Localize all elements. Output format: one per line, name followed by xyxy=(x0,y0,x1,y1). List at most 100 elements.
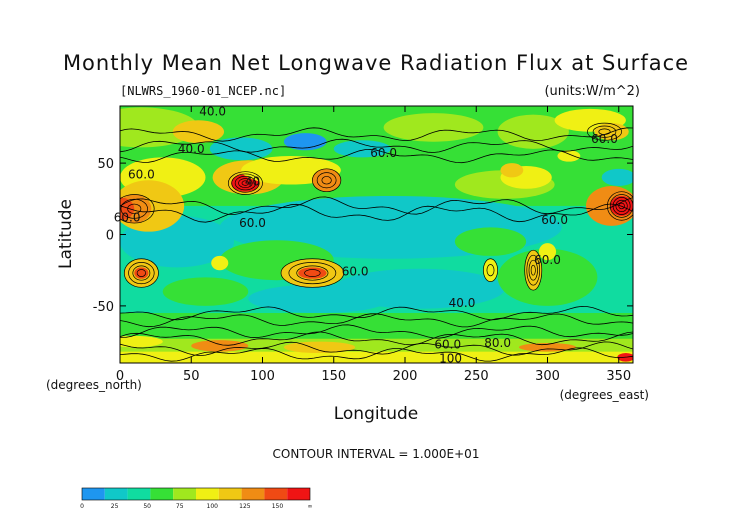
contour-label: 100 xyxy=(439,352,462,366)
contour-ring xyxy=(132,265,151,281)
field-blob xyxy=(172,120,225,144)
contour-line xyxy=(120,148,633,164)
contour-ring xyxy=(128,261,155,285)
contour-line xyxy=(120,347,633,362)
colorbar-swatch xyxy=(173,488,196,500)
chart-subtitle: [NLWRS_1960-01_NCEP.nc] xyxy=(120,84,286,98)
contour-label: 80.0 xyxy=(484,336,511,350)
field-band xyxy=(120,351,633,363)
colorbar-swatch xyxy=(287,488,310,500)
field-blob xyxy=(383,113,484,142)
x-tick-label: 150 xyxy=(321,369,346,384)
colorbar-swatch xyxy=(150,488,174,500)
contour-ring xyxy=(592,125,617,138)
field-blob xyxy=(497,248,598,306)
x-tick-label: 100 xyxy=(250,369,275,384)
contour-label: 60.0 xyxy=(434,337,461,351)
contour-ring xyxy=(127,203,142,214)
contour-label: 40.0 xyxy=(199,105,226,119)
contour-label: 60.0 xyxy=(114,210,141,224)
contour-ring xyxy=(612,197,631,215)
colorbar-label: 0 xyxy=(80,503,84,510)
contour-label: 60.0 xyxy=(370,146,397,160)
colorbar-swatch xyxy=(241,488,265,500)
contour-ring xyxy=(304,269,321,277)
x-axis-units: (degrees_east) xyxy=(560,388,649,402)
contour-label: 60.0 xyxy=(239,216,266,230)
field-blob xyxy=(298,267,327,279)
y-axis-ticks: 50 0 -50 xyxy=(93,157,633,315)
contour-ring xyxy=(288,261,337,285)
colorbar xyxy=(81,487,311,501)
field-blob xyxy=(497,114,569,149)
contour-line xyxy=(120,127,633,142)
field-blob xyxy=(209,137,273,161)
contour-ring xyxy=(598,128,611,135)
field-band xyxy=(120,313,633,339)
contour-ring xyxy=(136,269,147,277)
colorbar-label: 25 xyxy=(111,503,119,510)
contour-line xyxy=(120,313,633,328)
x-tick-label: 250 xyxy=(464,369,489,384)
contour-label: 60.0 xyxy=(342,265,369,279)
contour-line xyxy=(120,203,633,223)
field-blob xyxy=(601,168,633,186)
colorbar-swatch xyxy=(196,488,219,500)
colorbar-swatch xyxy=(82,488,105,500)
contour-label: 40 xyxy=(245,175,260,189)
y-axis-label: Latitude xyxy=(56,199,76,269)
field-blob xyxy=(312,168,341,192)
contour-ring xyxy=(234,175,257,191)
field-blob xyxy=(500,163,524,178)
colorbar-swatch xyxy=(104,488,128,500)
chart-title: Monthly Mean Net Longwave Radiation Flux… xyxy=(63,51,689,75)
y-tick-label: -50 xyxy=(93,300,114,315)
contour-ring xyxy=(238,178,253,189)
x-tick-label: 50 xyxy=(183,369,200,384)
contour-ring xyxy=(241,180,250,186)
contour-label: 60.0 xyxy=(128,168,155,182)
contour-ring xyxy=(486,264,495,277)
x-tick-label: 350 xyxy=(606,369,631,384)
contour-line xyxy=(120,138,633,153)
contour-label: 60.0 xyxy=(541,213,568,227)
field-blob xyxy=(191,340,249,352)
contour-ring xyxy=(607,191,633,221)
field-blob xyxy=(538,243,557,261)
field-blob xyxy=(120,335,163,348)
field-blob xyxy=(524,250,542,291)
x-axis-ticks: 0 50 100 150 200 250 300 350 xyxy=(116,106,631,384)
field-blob xyxy=(134,267,149,279)
contour-ring xyxy=(231,173,260,193)
contour-ring xyxy=(587,122,622,141)
x-axis-label: Longitude xyxy=(334,404,419,424)
colorbar-label: ∞ xyxy=(308,503,313,510)
contour-ring xyxy=(530,264,536,276)
contour-label: 40.0 xyxy=(178,142,205,156)
x-tick-label: 0 xyxy=(116,369,124,384)
y-tick-label: 50 xyxy=(97,157,114,172)
field-blob xyxy=(283,341,356,354)
contour-ring xyxy=(524,249,543,291)
colorbar-swatch xyxy=(264,488,288,500)
contour-labels: 40.0 40.0 60.0 60.0 40 60.0 60.0 60.0 60.0 60.0 60… xyxy=(114,105,618,366)
y-axis-units: (degrees_north) xyxy=(46,378,142,392)
field-blob xyxy=(483,258,498,282)
colorbar-labels: 0 25 50 75 100 125 150 ∞ xyxy=(80,503,312,510)
contour-ring xyxy=(120,194,155,224)
contour-ring xyxy=(296,265,329,281)
contour-interval: CONTOUR INTERVAL = 1.000E+01 xyxy=(273,447,480,461)
contour-ring xyxy=(316,172,337,189)
contour-ring xyxy=(615,199,628,213)
colorbar-label: 150 xyxy=(272,503,284,510)
colorbar-swatch xyxy=(127,488,151,500)
contour-ring xyxy=(227,171,263,195)
contour-label: 40.0 xyxy=(449,296,476,310)
contour-ring xyxy=(123,258,159,288)
field-blob xyxy=(248,284,391,314)
contour-ring xyxy=(312,168,342,193)
field-blob xyxy=(333,140,391,158)
contour-ring xyxy=(483,258,498,282)
contour-line xyxy=(120,331,633,346)
